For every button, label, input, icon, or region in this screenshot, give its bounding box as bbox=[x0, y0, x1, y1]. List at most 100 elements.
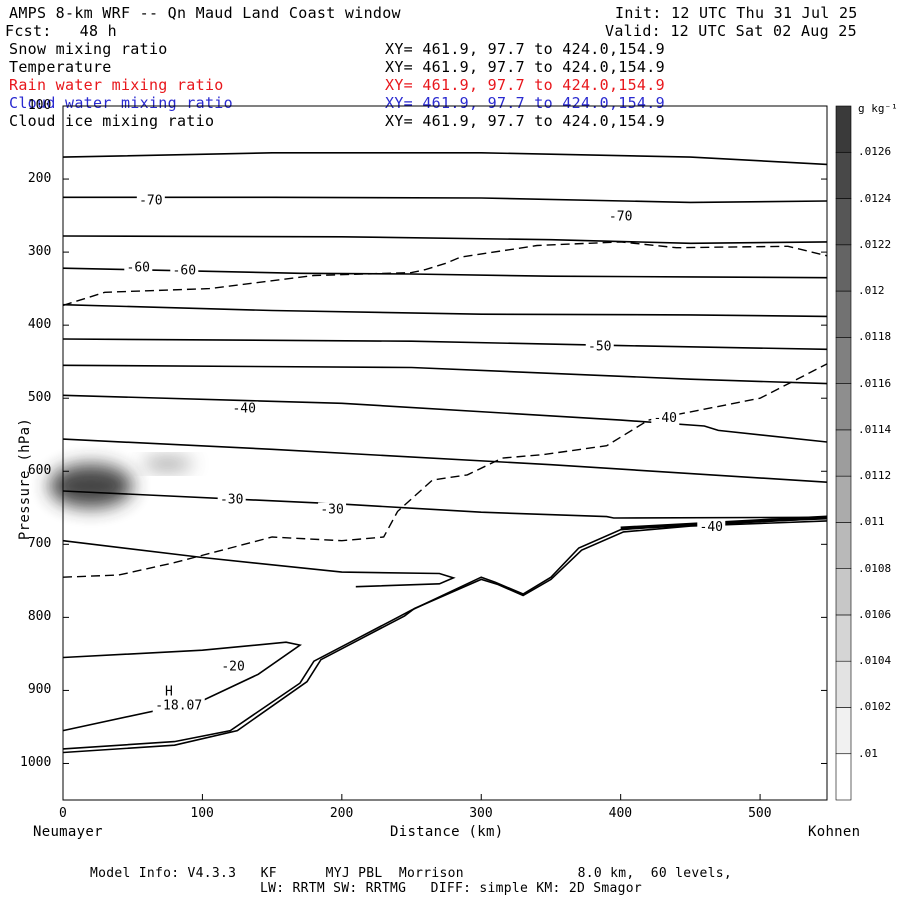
temperature-isotherm bbox=[62, 303, 828, 318]
colorbar-segment bbox=[835, 244, 852, 292]
temperature-isotherm bbox=[62, 364, 828, 385]
colorbar-label: .0114 bbox=[858, 422, 892, 436]
x-tick-label: 0 bbox=[59, 806, 67, 821]
plot-frame bbox=[62, 105, 828, 801]
y-tick-label: 200 bbox=[20, 171, 52, 187]
temperature-isotherm bbox=[62, 152, 828, 166]
x-tick-label: 100 bbox=[190, 806, 214, 821]
colorbar-label: .0108 bbox=[858, 561, 892, 575]
colorbar-segment bbox=[835, 707, 852, 755]
contour-label-bg bbox=[170, 263, 199, 278]
y-tick-label: 800 bbox=[20, 609, 52, 625]
x-tick-label: 400 bbox=[608, 806, 633, 821]
colorbar-label: .0112 bbox=[858, 469, 892, 483]
contour-label: H bbox=[165, 684, 173, 699]
contour-label-bg bbox=[162, 684, 175, 699]
colorbar-segment bbox=[835, 475, 852, 523]
contour-label-bg bbox=[136, 193, 165, 208]
temperature-isotherm bbox=[62, 490, 828, 519]
field-name: Cloud ice mixing ratio bbox=[9, 112, 215, 130]
map-title: AMPS 8-km WRF -- Qn Maud Land Coast wind… bbox=[9, 4, 401, 22]
contour-label-bg bbox=[152, 698, 205, 713]
contour-label-bg bbox=[230, 401, 259, 416]
field-name: Temperature bbox=[9, 58, 112, 76]
colorbar-segment bbox=[835, 198, 852, 246]
contour-label: -70 bbox=[139, 194, 162, 209]
contour-label-bg bbox=[217, 492, 246, 507]
x-tick-label: 300 bbox=[469, 806, 493, 821]
contour-label-bg bbox=[606, 209, 635, 224]
colorbar-segment bbox=[835, 151, 852, 199]
colorbar-label: .012 bbox=[858, 284, 885, 298]
colorbar-segment bbox=[835, 429, 852, 477]
x-right-station: Kohnen bbox=[808, 824, 861, 840]
y-tick-label: 100 bbox=[20, 98, 52, 113]
y-tick-label: 400 bbox=[20, 317, 52, 333]
contour-label: -18.07 bbox=[155, 698, 202, 713]
contour-label: -30 bbox=[220, 492, 243, 507]
contour-label: -40 bbox=[654, 411, 677, 426]
x-left-station: Neumayer bbox=[33, 824, 103, 840]
colorbar-segment bbox=[835, 614, 852, 662]
colorbar-label: .0116 bbox=[858, 376, 892, 390]
x-tick-label: 500 bbox=[748, 806, 772, 821]
contour-label: -70 bbox=[609, 210, 632, 225]
field-name: Snow mixing ratio bbox=[9, 40, 168, 58]
colorbar-unit: g kg⁻¹ bbox=[858, 102, 898, 115]
colorbar-label: .01 bbox=[858, 746, 878, 760]
model-info: Model Info: V4.3.3 KF MYJ PBL Morrison 8… bbox=[90, 866, 733, 881]
contour-label-bg bbox=[318, 502, 347, 517]
temperature-isotherm bbox=[62, 394, 828, 443]
colorbar-label: .011 bbox=[858, 515, 885, 529]
contour-label-bg bbox=[697, 520, 726, 535]
contour-label: -40 bbox=[232, 402, 255, 417]
colorbar-segment bbox=[835, 522, 852, 569]
dashed-contour bbox=[62, 363, 828, 578]
colorbar-label: .0104 bbox=[858, 654, 892, 668]
temperature-isotherm bbox=[62, 641, 302, 732]
y-tick-label: 300 bbox=[20, 244, 52, 260]
field-xy: XY= 461.9, 97.7 to 424.0,154.9 bbox=[385, 58, 665, 76]
temperature-isotherm bbox=[63, 196, 828, 204]
field-xy: XY= 461.9, 97.7 to 424.0,154.9 bbox=[385, 94, 665, 112]
contour-label: -40 bbox=[700, 520, 723, 535]
colorbar-segment bbox=[835, 383, 852, 431]
colorbar-label: .0118 bbox=[858, 330, 892, 344]
valid-time: Valid: 12 UTC Sat 02 Aug 25 bbox=[605, 22, 857, 40]
contour-label-bg bbox=[651, 411, 680, 426]
colorbar-segment bbox=[835, 290, 852, 338]
temperature-isotherm bbox=[62, 267, 828, 279]
dashed-isotherm bbox=[62, 241, 828, 307]
x-tick-label: 200 bbox=[329, 806, 354, 821]
field-xy: XY= 461.9, 97.7 to 424.0,154.9 bbox=[385, 76, 665, 94]
field-xy: XY= 461.9, 97.7 to 424.0,154.9 bbox=[385, 112, 665, 130]
contour-label-bg bbox=[219, 659, 248, 674]
colorbar-label: .0126 bbox=[858, 145, 892, 159]
temperature-isotherm bbox=[62, 235, 828, 245]
field-name: Rain water mixing ratio bbox=[9, 76, 224, 94]
contour-label-bg bbox=[124, 260, 153, 275]
contour-label: -50 bbox=[588, 340, 611, 355]
x-axis-label: Distance (km) bbox=[390, 824, 504, 840]
y-tick-label: 1000 bbox=[20, 755, 52, 771]
colorbar-segment bbox=[835, 568, 852, 616]
forecast-hour: Fcst: 48 h bbox=[5, 22, 117, 40]
temperature-isotherm bbox=[62, 539, 456, 588]
physics-info: LW: RRTM SW: RRTMG DIFF: simple KM: 2D S… bbox=[260, 881, 642, 896]
field-xy: XY= 461.9, 97.7 to 424.0,154.9 bbox=[385, 40, 665, 58]
contour-label-bg bbox=[585, 339, 614, 354]
colorbar-label: .0106 bbox=[858, 607, 892, 621]
contour-label: -60 bbox=[127, 261, 150, 276]
init-time: Init: 12 UTC Thu 31 Jul 25 bbox=[615, 4, 858, 22]
temperature-isotherm bbox=[62, 338, 828, 351]
temperature-isotherm bbox=[62, 438, 828, 483]
colorbar-segment bbox=[835, 337, 852, 384]
colorbar-label: .0122 bbox=[858, 237, 892, 251]
y-tick-label: 500 bbox=[20, 390, 52, 406]
y-tick-label: 900 bbox=[20, 682, 52, 698]
colorbar-label: .0124 bbox=[858, 191, 892, 205]
snow-mixing-shade bbox=[49, 463, 133, 508]
y-tick-label: 700 bbox=[20, 536, 52, 552]
colorbar-segment bbox=[835, 753, 852, 801]
